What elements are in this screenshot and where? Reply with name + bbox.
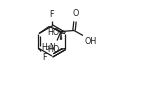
Text: F: F [50,10,54,19]
Text: H₂N: H₂N [41,42,56,52]
Text: F: F [42,53,46,62]
Text: HO: HO [48,45,60,54]
Text: OH: OH [84,36,96,45]
Text: O: O [73,8,79,18]
Text: HO: HO [48,28,60,37]
Polygon shape [60,32,62,40]
